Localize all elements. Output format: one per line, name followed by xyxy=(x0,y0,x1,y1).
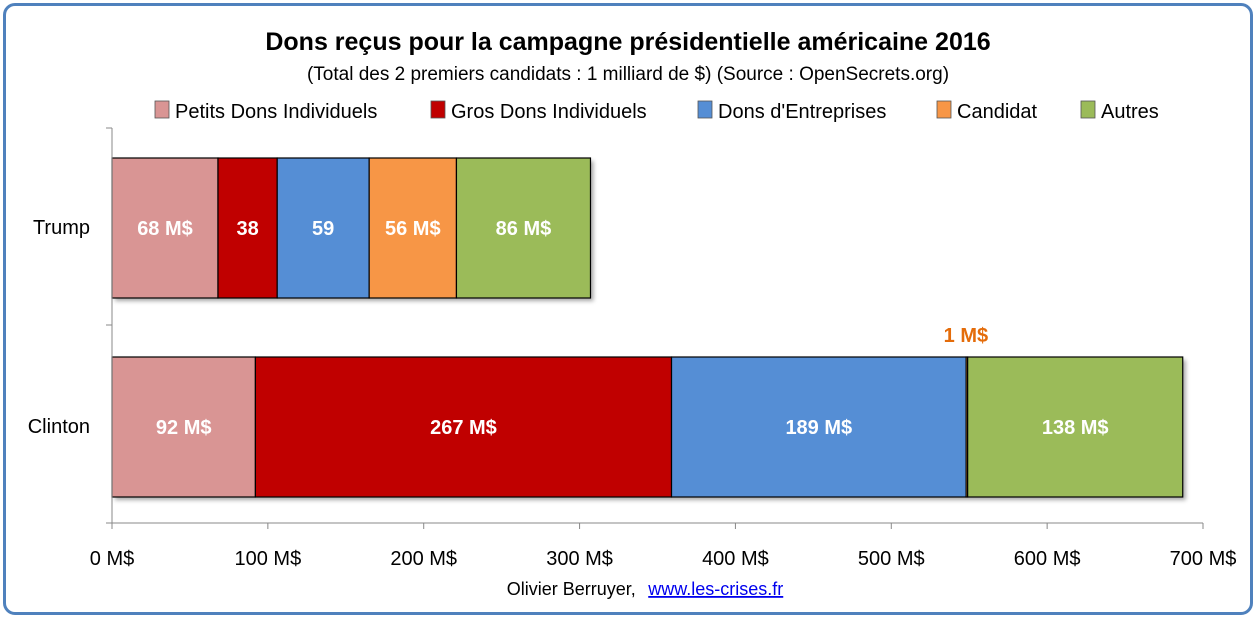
legend-label-candidat: Candidat xyxy=(957,101,1038,123)
x-tick-label: 100 M$ xyxy=(234,548,301,570)
x-tick-label: 500 M$ xyxy=(858,548,925,570)
legend-swatch-dons-d-entreprises xyxy=(697,100,713,119)
data-label-clinton-dons-d-entreprises: 189 M$ xyxy=(785,417,852,439)
legend-item-dons-d-entreprises: Dons d'Entreprises xyxy=(697,100,886,123)
bar-trump-gros-dons-individuels xyxy=(217,157,278,299)
bar-trump-candidat xyxy=(368,157,458,299)
legend-swatch-gros-dons-individuels xyxy=(430,100,446,119)
bar-group-trump: 68 M$ 38 59 56 M$ 86 M$ xyxy=(111,157,592,299)
legend-item-petits-dons-individuels: Petits Dons Individuels xyxy=(154,100,377,123)
bar-trump-dons-d-entreprises xyxy=(276,157,370,299)
bar-clinton-autres xyxy=(967,356,1184,498)
chart-title: Dons reçus pour la campagne présidentiel… xyxy=(265,28,990,56)
bar-trump-autres xyxy=(455,157,592,299)
x-tick-label: 600 M$ xyxy=(1014,548,1081,570)
data-label-clinton-autres: 138 M$ xyxy=(1042,417,1109,439)
axes: 0 M$ 100 M$ 200 M$ 300 M$ 400 M$ 500 M$ 600 M$… xyxy=(90,127,1237,570)
legend-label-petits-dons-individuels: Petits Dons Individuels xyxy=(175,101,377,123)
bar-clinton-gros-dons-individuels xyxy=(254,356,673,498)
legend-item-gros-dons-individuels: Gros Dons Individuels xyxy=(430,100,647,123)
legend-label-autres: Autres xyxy=(1101,101,1159,123)
legend-label-dons-d-entreprises: Dons d'Entreprises xyxy=(718,101,886,123)
annotation-clinton-candidat: 1 M$ xyxy=(944,325,988,347)
plot-area: 68 M$ 38 59 56 M$ 86 M$ Trump 92 M$ 267 M$ 189 M… xyxy=(28,157,1184,498)
bar-trump-petits-dons-individuels xyxy=(111,157,219,299)
x-tick-label: 400 M$ xyxy=(702,548,769,570)
legend-item-candidat: Candidat xyxy=(936,100,1038,123)
category-label-clinton: Clinton xyxy=(28,416,90,438)
bar-clinton-petits-dons-individuels xyxy=(111,356,256,498)
data-label-trump-candidat: 56 M$ xyxy=(385,218,441,240)
chart-credit: Olivier Berruyer, www.les-crises.fr xyxy=(507,579,784,599)
bar-group-clinton: 92 M$ 267 M$ 189 M$ 1 M$ 138 M$ xyxy=(111,325,1184,498)
legend-swatch-autres xyxy=(1080,100,1096,119)
chart-frame xyxy=(3,3,1253,615)
data-label-clinton-gros-dons-individuels: 267 M$ xyxy=(430,417,497,439)
x-tick-label: 300 M$ xyxy=(546,548,613,570)
data-label-trump-dons-d-entreprises: 59 xyxy=(312,218,334,240)
data-label-clinton-petits-dons-individuels: 92 M$ xyxy=(156,417,212,439)
data-label-trump-gros-dons-individuels: 38 xyxy=(236,218,258,240)
data-label-trump-autres: 86 M$ xyxy=(496,218,552,240)
bar-clinton-dons-d-entreprises xyxy=(670,356,967,498)
chart-subtitle: (Total des 2 premiers candidats : 1 mill… xyxy=(307,64,949,85)
x-tick-label: 700 M$ xyxy=(1170,548,1237,570)
data-label-trump-petits-dons-individuels: 68 M$ xyxy=(137,218,193,240)
legend-label-gros-dons-individuels: Gros Dons Individuels xyxy=(451,101,647,123)
legend-swatch-candidat xyxy=(936,100,952,119)
legend: Petits Dons Individuels Gros Dons Individ… xyxy=(154,100,1159,123)
category-label-trump: Trump xyxy=(33,217,90,239)
x-tick-label: 200 M$ xyxy=(390,548,457,570)
credit-link[interactable]: www.les-crises.fr xyxy=(647,579,783,599)
legend-swatch-petits-dons-individuels xyxy=(154,100,170,119)
legend-item-autres: Autres xyxy=(1080,100,1159,123)
credit-author: Olivier Berruyer, xyxy=(507,579,636,599)
x-tick-label: 0 M$ xyxy=(90,548,134,570)
